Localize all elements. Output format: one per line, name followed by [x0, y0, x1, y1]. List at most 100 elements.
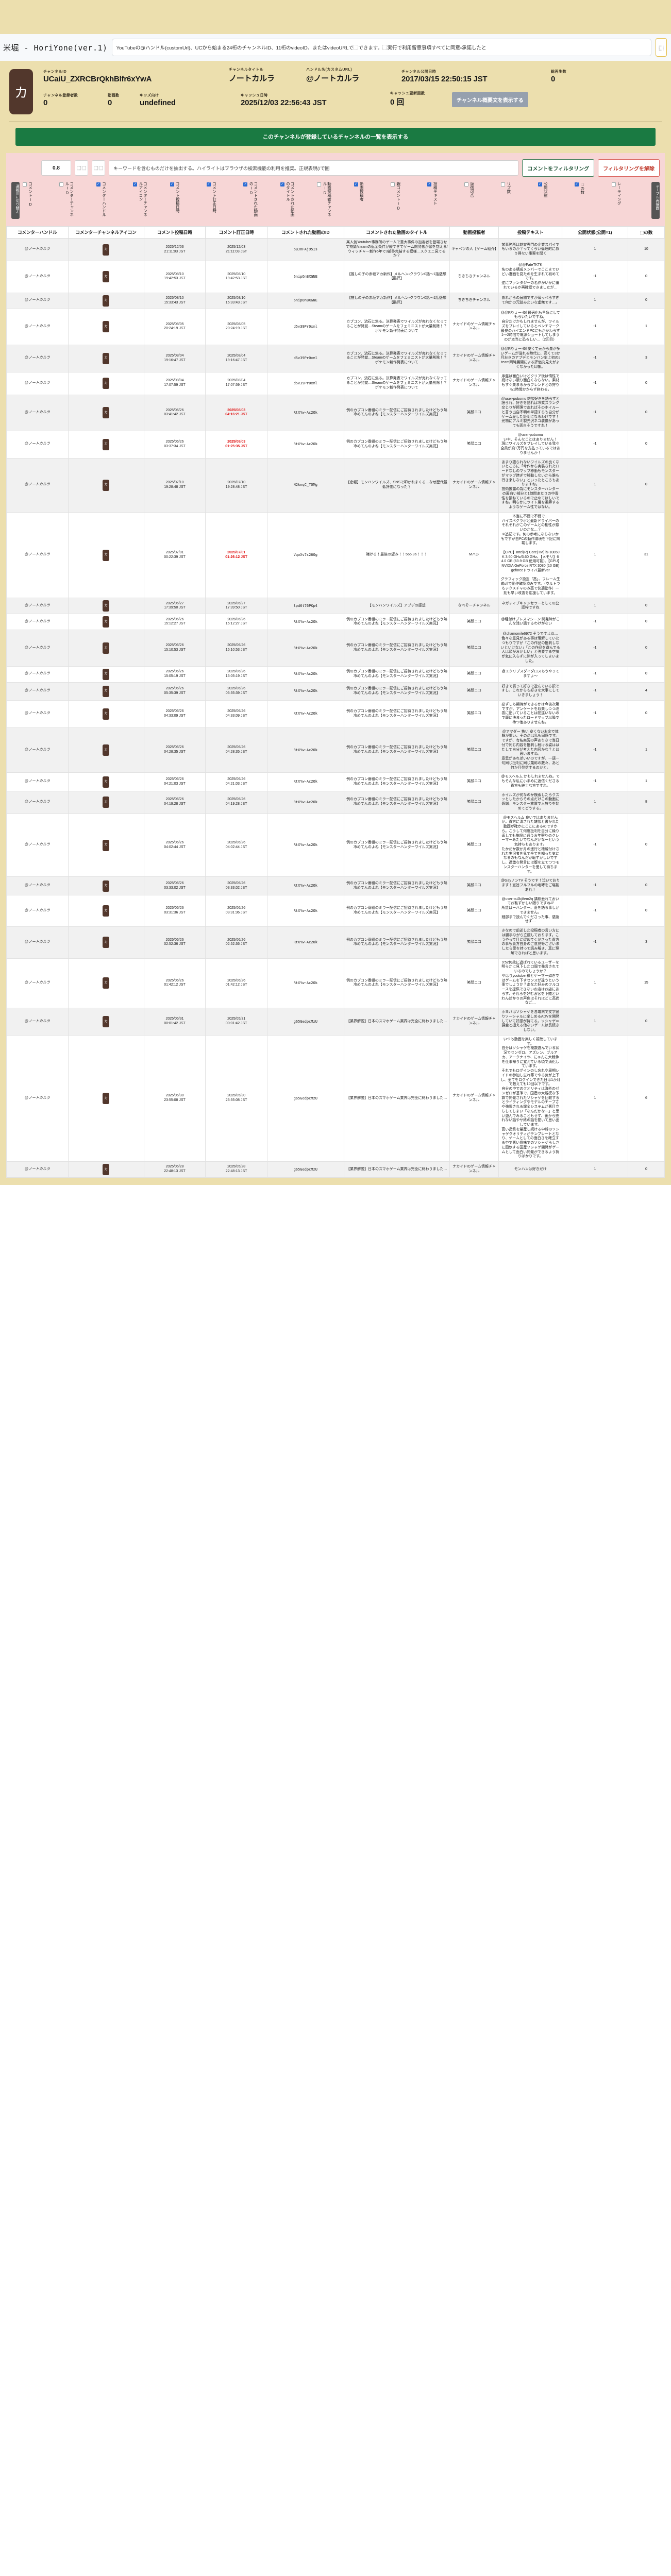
cell-comment-text: 好きで買って好きで遊んでいる訳ですし、これからも好きを大事にしていきましょう！: [498, 682, 563, 701]
checkbox-icon[interactable]: [317, 182, 322, 187]
table-row[interactable]: @ノートカルラ カ 2025/06/26 03:41:42 JST 2025/08/0…: [6, 394, 665, 431]
table-row[interactable]: @ノートカルラ カ 2025/08/05 20:24:19 JST 2025/08/0…: [6, 308, 665, 345]
column-toggle-16[interactable]: レーティング: [611, 182, 648, 205]
table-row[interactable]: @ノートカルラ カ 2025/05/28 22:48:13 JST 2025/05/2…: [6, 1161, 665, 1178]
column-toggle-8[interactable]: 動画投稿者チャンネルID: [317, 182, 354, 218]
cell-edited-datetime: 2025/06/26 02:52:36 JST: [205, 926, 267, 959]
checkbox-icon[interactable]: [170, 182, 174, 187]
checkbox-icon[interactable]: [280, 182, 284, 187]
column-header-6[interactable]: 動画投稿者: [449, 226, 499, 239]
cell-commenter-handle: @ノートカルラ: [6, 772, 69, 791]
table-row[interactable]: @ノートカルラ カ 2025/06/26 04:19:28 JST 2025/06/2…: [6, 790, 665, 814]
table-row[interactable]: @ノートカルラ カ 2025/08/10 15:33:43 JST 2025/08/1…: [6, 292, 665, 309]
cell-video-poster: 笑顔ニコ: [449, 772, 499, 791]
column-toggle-1[interactable]: コメンターチャンネルID: [59, 182, 96, 218]
calendar-range-icon-2[interactable]: ⬚⬚: [92, 160, 105, 176]
table-row[interactable]: @ノートカルラ カ 2025/06/27 17:39:50 JST 2025/06/2…: [6, 598, 665, 615]
column-header-9[interactable]: ⬚の数: [627, 226, 665, 239]
show-subscriptions-button[interactable]: このチャンネルが登録しているチャンネルの一覧を表示する: [15, 128, 656, 146]
cell-edited-datetime: 2025/06/26 15:12:27 JST: [205, 614, 267, 631]
table-row[interactable]: @ノートカルラ カ 2025/07/10 19:28:48 JST 2025/07/1…: [6, 457, 665, 513]
table-row[interactable]: @ノートカルラ カ 2025/06/26 04:28:35 JST 2025/06/2…: [6, 727, 665, 773]
checkbox-icon[interactable]: [538, 182, 542, 187]
table-row[interactable]: @ノートカルラ カ 2025/08/04 17:07:59 JST 2025/08/0…: [6, 371, 665, 395]
column-header-5[interactable]: コメントされた動画のタイトル: [343, 226, 450, 239]
checkbox-icon[interactable]: [575, 182, 579, 187]
table-row[interactable]: @ノートカルラ カ 2025/08/04 19:16:47 JST 2025/08/0…: [6, 344, 665, 372]
checkbox-icon[interactable]: [611, 182, 616, 187]
table-row[interactable]: @ノートカルラ カ 2025/06/26 03:33:02 JST 2025/06/2…: [6, 876, 665, 895]
cell-comment-text: @種付けプレスマシーン 開発陣がこんな浅い話するわけがない: [498, 614, 563, 631]
column-toggle-3[interactable]: コメンターチャンネルアイコン: [133, 182, 170, 218]
column-toggle-14[interactable]: 公開状態: [538, 182, 575, 197]
checkbox-icon[interactable]: [243, 182, 248, 187]
apply-filter-button[interactable]: コメントをフィルタリング: [522, 159, 595, 177]
table-row[interactable]: @ノートカルラ カ 2025/07/01 00:22:39 JST 2025/07/0…: [6, 512, 665, 599]
column-header-2[interactable]: コメント投稿日時: [143, 226, 206, 239]
show-channel-description-button[interactable]: チャンネル概要文を表示する: [452, 92, 528, 107]
checkbox-icon[interactable]: [207, 182, 211, 187]
calendar-range-icon[interactable]: ⬚⬚: [75, 160, 88, 176]
checkbox-icon[interactable]: [427, 182, 432, 187]
checkbox-icon[interactable]: [464, 182, 468, 187]
column-toggle-10[interactable]: 親コメントID: [391, 182, 427, 211]
table-row[interactable]: @ノートカルラ カ 2025/06/26 04:21:03 JST 2025/06/2…: [6, 772, 665, 791]
table-row[interactable]: @ノートカルラ カ 2025/06/26 03:37:34 JST 2025/08/0…: [6, 430, 665, 459]
table-row[interactable]: @ノートカルラ カ 2025/06/26 02:52:36 JST 2025/06/2…: [6, 926, 665, 959]
table-row[interactable]: @ノートカルラ カ 2025/06/26 15:05:19 JST 2025/06/2…: [6, 666, 665, 683]
cell-public-state: 1: [562, 598, 628, 615]
keyword-filter-input[interactable]: キーワードを含むものだけを抽出する。ハイライトはブラウザの検索機能の利用を推奨。…: [109, 160, 519, 176]
column-toggle-9[interactable]: 動画投稿者: [354, 182, 391, 201]
column-header-0[interactable]: コメンターハンドル: [6, 226, 69, 239]
column-toggle-13[interactable]: リプ数: [501, 182, 538, 194]
table-row[interactable]: @ノートカルラ カ 2025/06/26 05:35:39 JST 2025/06/2…: [6, 682, 665, 701]
threshold-input[interactable]: 0.8: [41, 160, 71, 176]
channel-url-input[interactable]: YouTubeの@ハンドル(customUrl)、UCから始まる24桁のチャンネ…: [111, 39, 651, 56]
column-toggle-0[interactable]: コメントID: [23, 182, 59, 207]
table-row[interactable]: @ノートカルラ カ 2025/06/26 15:10:53 JST 2025/06/2…: [6, 630, 665, 667]
column-toggle-6[interactable]: コメントされた動画のID: [243, 182, 280, 218]
column-header-3[interactable]: コメント訂正日時: [205, 226, 267, 239]
checkbox-icon[interactable]: [501, 182, 506, 187]
column-toggle-12[interactable]: 返信可否: [464, 182, 501, 197]
table-row[interactable]: @ノートカルラ カ 2025/06/26 04:33:09 JST 2025/06/2…: [6, 700, 665, 728]
cell-video-poster: 笑顔ニコ: [449, 394, 499, 431]
report-mode-toggle-tab[interactable]: 通報用に切り替え: [11, 182, 20, 219]
cell-comment-text: @モスヘルム かもしれませんね。でもそんな私に小まめに返信くださる貴方も紳士な方…: [498, 772, 563, 791]
table-row[interactable]: @ノートカルラ カ 2025/05/30 23:55:08 JST 2025/05/3…: [6, 1035, 665, 1162]
table-row[interactable]: @ノートカルラ カ 2025/06/26 15:12:27 JST 2025/06/2…: [6, 614, 665, 631]
checkbox-icon[interactable]: [59, 182, 64, 187]
clear-filter-button[interactable]: フィルタリングを解除: [598, 159, 660, 177]
table-row[interactable]: @ノートカルラ カ 2025/06/26 01:42:12 JST 2025/06/2…: [6, 958, 665, 1009]
table-row[interactable]: @ノートカルラ カ 2025/12/03 21:11:03 JST 2025/12/0…: [6, 238, 665, 262]
checkbox-icon[interactable]: [391, 182, 395, 187]
cell-video-id: RtXYw-Ac2Ok: [266, 682, 344, 701]
column-header-1[interactable]: コメンターチャンネルアイコン: [68, 226, 144, 239]
table-row[interactable]: @ノートカルラ カ 2025/06/26 03:31:36 JST 2025/06/2…: [6, 894, 665, 927]
column-toggle-4[interactable]: コメント投稿日時: [170, 182, 207, 213]
column-header-7[interactable]: 投稿テキスト: [498, 226, 563, 239]
channel-fields: チャンネルID UCaiU_ZXRCBrQkhBlfr6xYwA チャンネルタイトル…: [43, 67, 662, 107]
cell-posted-datetime: 2025/06/26 04:21:03 JST: [143, 772, 206, 791]
cell-comment-text: @@FateTKTK 名のある構成メンバーでここまでひどい漫画を見たのを生まれて…: [498, 261, 563, 293]
column-toggle-2[interactable]: コメンターハンドル: [96, 182, 133, 217]
column-header-8[interactable]: 公開状態(公開=1): [562, 226, 628, 239]
checkbox-icon[interactable]: [23, 182, 27, 187]
cell-video-title: 【推しの子の赤坂アカ新作】メルヘン・クラウン0話〜1話感想【酷評】: [343, 292, 450, 309]
column-header-4[interactable]: コメントされた動画のID: [266, 226, 344, 239]
checkbox-icon[interactable]: [133, 182, 138, 187]
cell-video-poster: 笑顔ニコ: [449, 813, 499, 877]
checkbox-icon[interactable]: [354, 182, 358, 187]
table-row[interactable]: @ノートカルラ カ 2025/06/26 04:02:44 JST 2025/06/2…: [6, 813, 665, 877]
go-button[interactable]: ⬚: [656, 38, 667, 57]
cell-commenter-avatar: カ: [68, 261, 144, 293]
table-row[interactable]: @ノートカルラ カ 2025/08/10 19:42:53 JST 2025/08/1…: [6, 261, 665, 293]
table-row[interactable]: @ノートカルラ カ 2025/05/31 00:01:42 JST 2025/05/3…: [6, 1008, 665, 1036]
checkbox-icon[interactable]: [96, 182, 100, 187]
cell-edited-datetime: 2025/05/30 23:55:08 JST: [205, 1035, 267, 1162]
column-toggle-5[interactable]: コメント訂正日時: [207, 182, 243, 213]
redraw-table-tab[interactable]: テーブル再描画: [651, 182, 660, 219]
column-toggle-7[interactable]: コメントされた動画のタイトル: [280, 182, 317, 218]
column-toggle-11[interactable]: 投稿テキスト: [427, 182, 464, 205]
column-toggle-15[interactable]: ⬚の数: [575, 182, 611, 194]
